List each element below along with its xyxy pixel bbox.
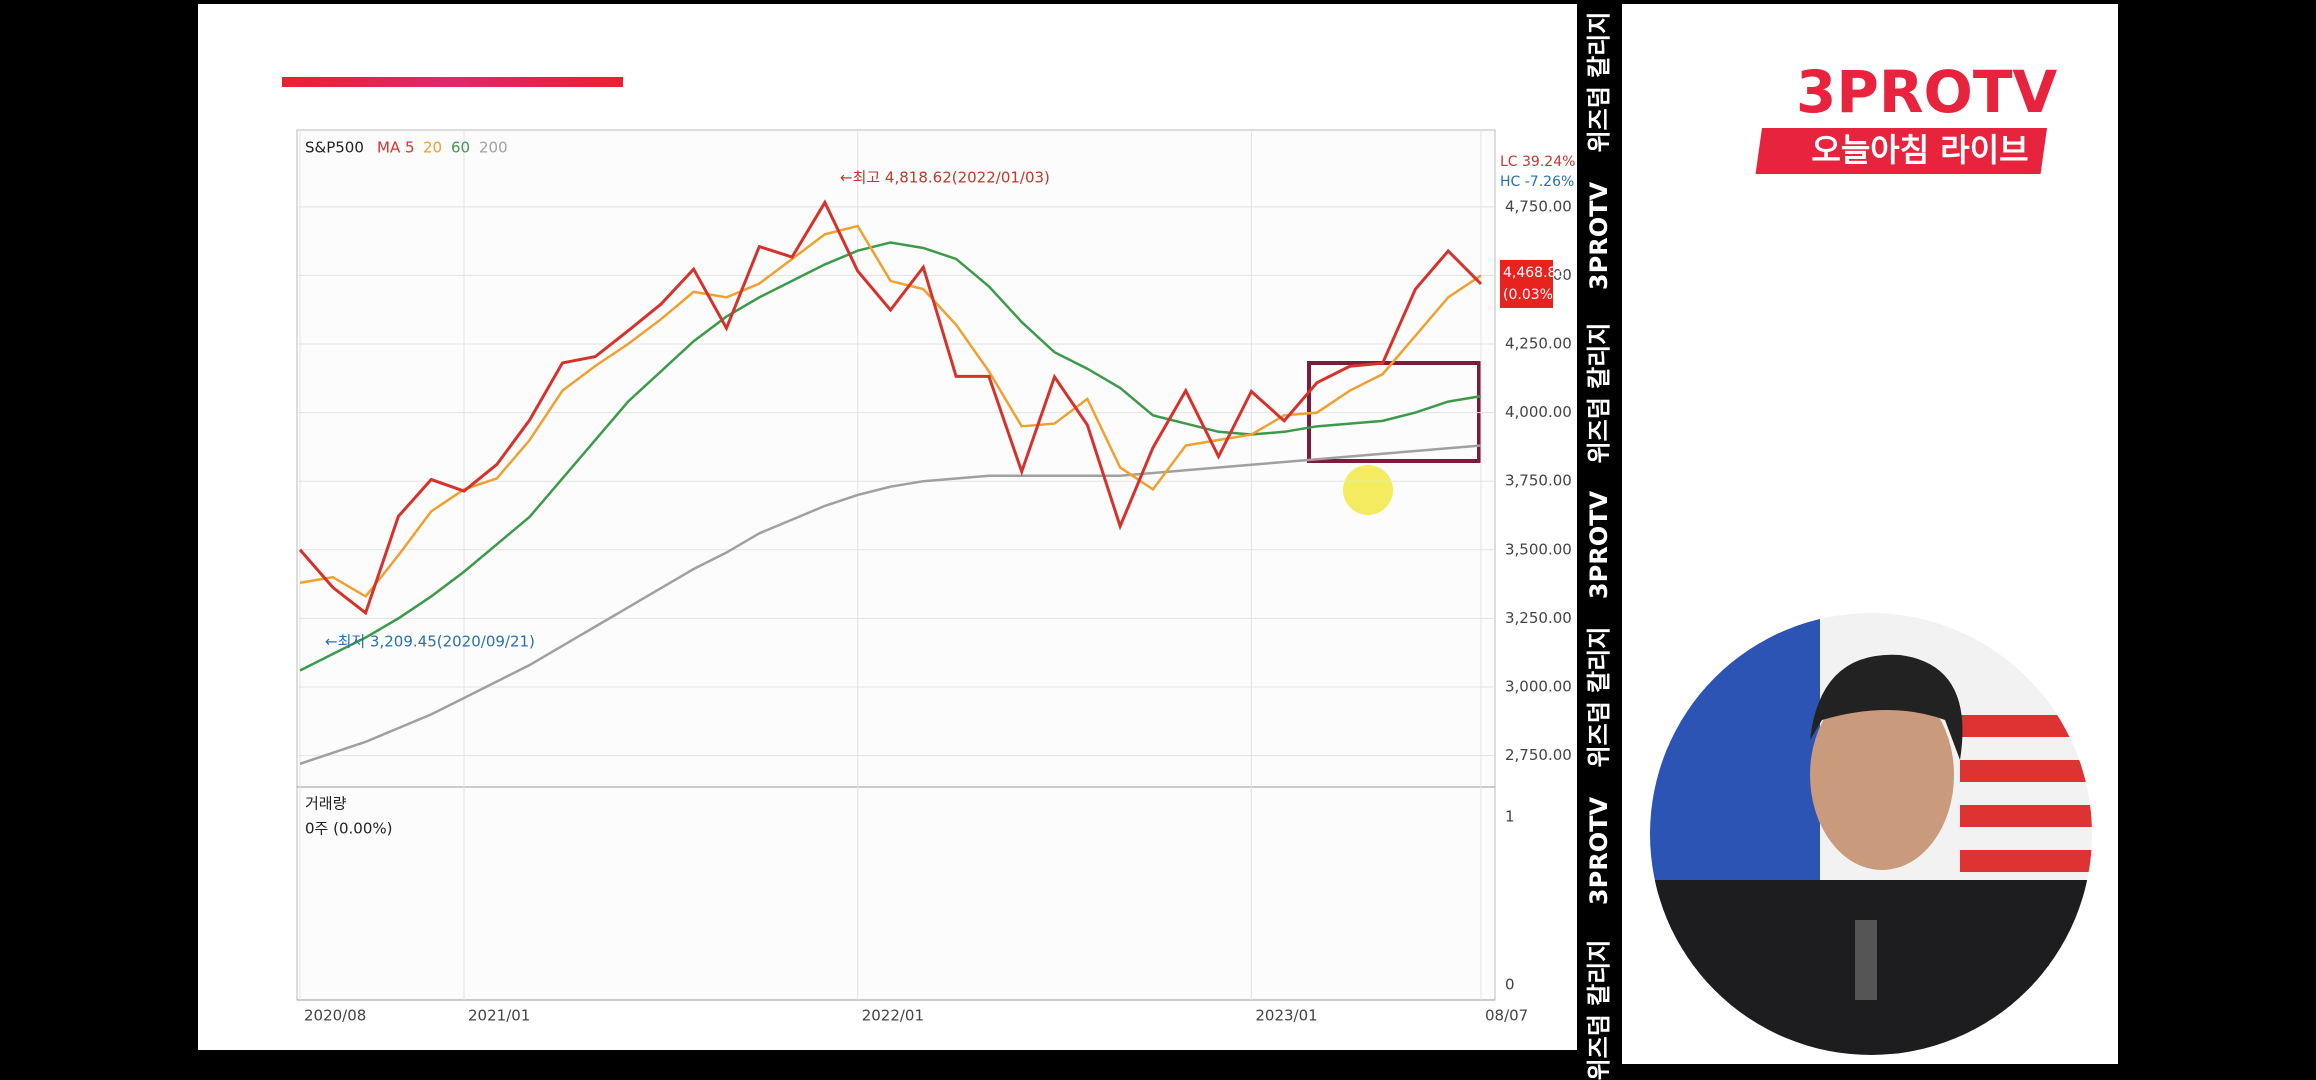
highlight-box [1307, 361, 1481, 463]
legend-entry: 200 [479, 139, 508, 157]
legend-entry: 5 [405, 139, 415, 157]
price-label: 4,468.83 [1503, 265, 1565, 281]
banner-text: 위즈덤 칼리지 [1585, 940, 1613, 1080]
logo: 3PROTV [1796, 58, 2057, 126]
series-line [299, 444, 1482, 765]
banner-text: 3PROTV [1585, 182, 1613, 291]
series-line [299, 241, 1482, 672]
stat: LC 39.24% [1500, 154, 1575, 170]
y-tick-label: 3,250.00 [1505, 609, 1572, 627]
banner-text: 위즈덤 칼리지 [1585, 12, 1613, 153]
x-tick-label: 08/07 [1485, 1007, 1528, 1025]
annotation: ←최저 3,209.45(2020/09/21) [325, 633, 535, 651]
series-line [298, 199, 1483, 616]
volume-title: 거래량 [305, 795, 347, 813]
y-tick-label: 4,250.00 [1505, 335, 1572, 353]
banner-text: 3PROTV [1585, 491, 1613, 600]
volume-tick-label: 0 [1505, 976, 1515, 994]
x-tick-label: 2022/01 [862, 1007, 924, 1025]
volume-tick-label: 1 [1505, 808, 1515, 826]
volume-value: 0주 (0.00%) [305, 820, 392, 838]
y-tick-label: 4,000.00 [1505, 403, 1572, 421]
price-change: (0.03%) [1503, 287, 1558, 303]
y-tick-label: 3,000.00 [1505, 677, 1572, 695]
show-title: 오늘아침 라이브 [1811, 131, 2028, 169]
legend-prefix: MA [377, 139, 401, 157]
legend-entry: 60 [451, 139, 470, 157]
chart-frame [296, 129, 1496, 1001]
x-tick-label: 2020/08 [304, 1007, 366, 1025]
price-box [1500, 259, 1553, 308]
x-tick-label: 2021/01 [468, 1007, 530, 1025]
chart-title: S&P500 [305, 139, 364, 157]
banner-text: 위즈덤 칼리지 [1585, 323, 1613, 464]
x-tick-label: 2023/01 [1255, 1007, 1317, 1025]
y-tick-label: 3,500.00 [1505, 540, 1572, 558]
legend-entry: 20 [423, 139, 442, 157]
banner-text: 3PROTV [1585, 797, 1613, 906]
stat: HC -7.26% [1500, 174, 1574, 190]
show-badge [1755, 128, 2048, 174]
y-tick-label: 3,750.00 [1505, 472, 1572, 490]
annotation: ←최고 4,818.62(2022/01/03) [840, 169, 1050, 187]
banner-text: 위즈덤 칼리지 [1585, 627, 1613, 768]
cursor-highlight [1343, 465, 1393, 515]
accent-bar [282, 77, 623, 87]
y-tick-label: 4,750.00 [1505, 197, 1572, 215]
y-tick-label: 2,750.00 [1505, 746, 1572, 764]
series-line [299, 224, 1482, 599]
